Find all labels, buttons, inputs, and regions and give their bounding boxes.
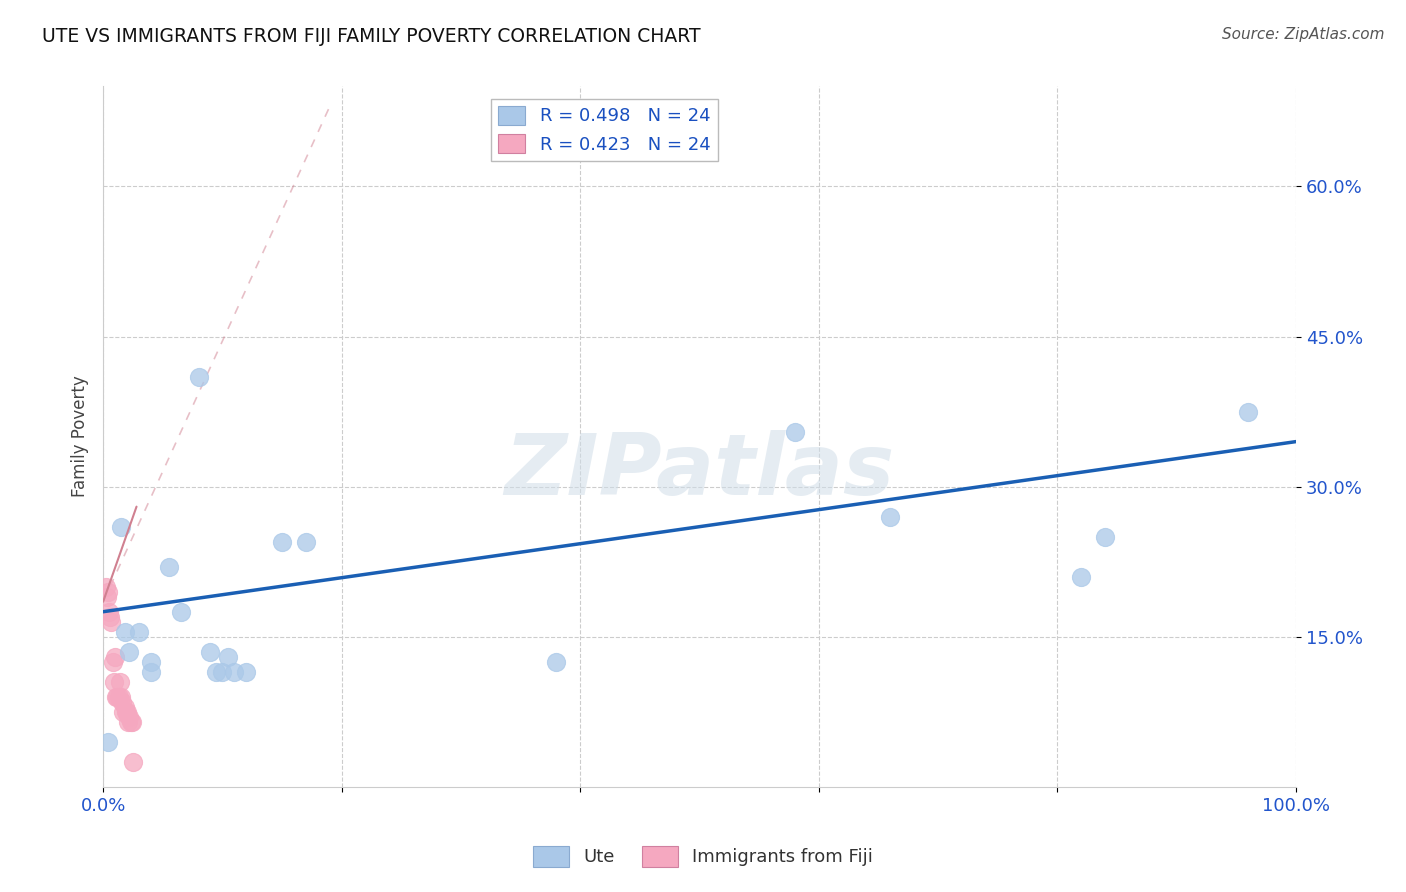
Point xyxy=(187,369,209,384)
Point xyxy=(118,645,141,659)
Point xyxy=(224,665,246,679)
Legend: Ute, Immigrants from Fiji: Ute, Immigrants from Fiji xyxy=(526,838,880,874)
Point xyxy=(98,609,121,624)
Point xyxy=(110,519,132,533)
Point xyxy=(104,649,127,664)
Point xyxy=(783,425,806,439)
Point xyxy=(115,705,138,719)
Point xyxy=(546,655,568,669)
Point xyxy=(200,645,222,659)
Point xyxy=(235,665,257,679)
Point xyxy=(108,674,131,689)
Text: Source: ZipAtlas.com: Source: ZipAtlas.com xyxy=(1222,27,1385,42)
Point xyxy=(107,690,129,704)
Point xyxy=(139,665,162,679)
Point xyxy=(295,534,318,549)
Point xyxy=(114,699,136,714)
Text: UTE VS IMMIGRANTS FROM FIJI FAMILY POVERTY CORRELATION CHART: UTE VS IMMIGRANTS FROM FIJI FAMILY POVER… xyxy=(42,27,700,45)
Point xyxy=(110,690,132,704)
Point xyxy=(205,665,228,679)
Point xyxy=(94,580,117,594)
Point xyxy=(105,690,128,704)
Point xyxy=(117,714,139,729)
Point xyxy=(107,690,129,704)
Point xyxy=(98,605,121,619)
Point xyxy=(97,735,120,749)
Point xyxy=(114,705,136,719)
Point xyxy=(879,509,901,524)
Legend: R = 0.498   N = 24, R = 0.423   N = 24: R = 0.498 N = 24, R = 0.423 N = 24 xyxy=(491,99,717,161)
Point xyxy=(100,615,122,629)
Y-axis label: Family Poverty: Family Poverty xyxy=(72,376,89,498)
Point xyxy=(103,674,125,689)
Point xyxy=(96,590,118,604)
Point xyxy=(101,655,124,669)
Text: ZIPatlas: ZIPatlas xyxy=(505,430,894,513)
Point xyxy=(1070,570,1092,584)
Point xyxy=(139,655,162,669)
Point xyxy=(157,559,180,574)
Point xyxy=(112,705,135,719)
Point xyxy=(118,710,141,724)
Point xyxy=(120,714,142,729)
Point xyxy=(122,755,145,769)
Point xyxy=(271,534,294,549)
Point xyxy=(1237,404,1260,418)
Point xyxy=(114,624,136,639)
Point xyxy=(211,665,233,679)
Point xyxy=(111,695,134,709)
Point xyxy=(1094,530,1116,544)
Point xyxy=(121,714,143,729)
Point xyxy=(169,605,191,619)
Point xyxy=(217,649,239,664)
Point xyxy=(97,584,120,599)
Point xyxy=(128,624,150,639)
